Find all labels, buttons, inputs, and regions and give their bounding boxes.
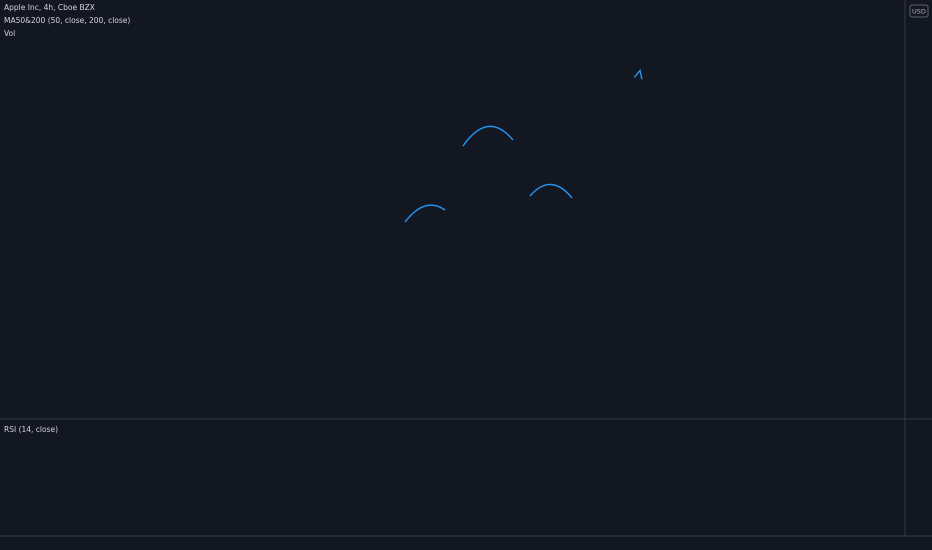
volume-label: Vol — [4, 29, 15, 38]
rsi-label: RSI (14, close) — [4, 425, 58, 434]
chart-title: Apple Inc, 4h, Cboe BZX — [4, 3, 95, 12]
indicator-label: MA50&200 (50, close, 200, close) — [4, 16, 130, 25]
left-shoulder-arc — [404, 204, 446, 223]
head-arc — [462, 125, 514, 147]
annotation-layer — [404, 68, 643, 223]
right-shoulder-arc — [529, 183, 573, 199]
currency-box — [909, 4, 929, 18]
currency: USD — [912, 8, 926, 16]
projection-arrowhead — [633, 68, 643, 80]
